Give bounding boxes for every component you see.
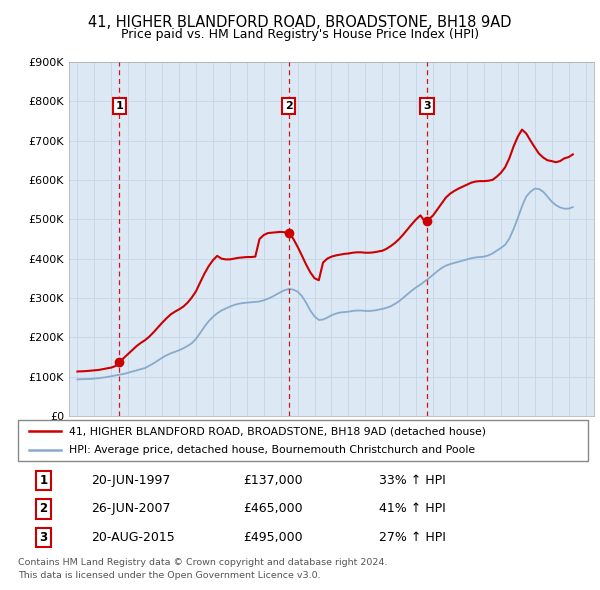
Text: 27% ↑ HPI: 27% ↑ HPI: [379, 531, 446, 544]
Text: HPI: Average price, detached house, Bournemouth Christchurch and Poole: HPI: Average price, detached house, Bour…: [70, 445, 475, 455]
Text: 26-JUN-2007: 26-JUN-2007: [91, 502, 171, 516]
Text: 3: 3: [40, 531, 47, 544]
Text: 2: 2: [40, 502, 47, 516]
Text: 41, HIGHER BLANDFORD ROAD, BROADSTONE, BH18 9AD: 41, HIGHER BLANDFORD ROAD, BROADSTONE, B…: [88, 15, 512, 30]
Text: 33% ↑ HPI: 33% ↑ HPI: [379, 474, 446, 487]
Text: This data is licensed under the Open Government Licence v3.0.: This data is licensed under the Open Gov…: [18, 571, 320, 579]
Text: £495,000: £495,000: [244, 531, 303, 544]
Text: 41, HIGHER BLANDFORD ROAD, BROADSTONE, BH18 9AD (detached house): 41, HIGHER BLANDFORD ROAD, BROADSTONE, B…: [70, 426, 487, 436]
Text: £137,000: £137,000: [244, 474, 303, 487]
Text: 20-JUN-1997: 20-JUN-1997: [91, 474, 170, 487]
Text: 20-AUG-2015: 20-AUG-2015: [91, 531, 175, 544]
Text: £465,000: £465,000: [244, 502, 303, 516]
Text: 41% ↑ HPI: 41% ↑ HPI: [379, 502, 446, 516]
Text: 1: 1: [115, 101, 123, 111]
FancyBboxPatch shape: [18, 420, 588, 461]
Text: 2: 2: [285, 101, 293, 111]
Text: 3: 3: [423, 101, 431, 111]
Text: 1: 1: [40, 474, 47, 487]
Text: Price paid vs. HM Land Registry's House Price Index (HPI): Price paid vs. HM Land Registry's House …: [121, 28, 479, 41]
Text: Contains HM Land Registry data © Crown copyright and database right 2024.: Contains HM Land Registry data © Crown c…: [18, 558, 388, 566]
